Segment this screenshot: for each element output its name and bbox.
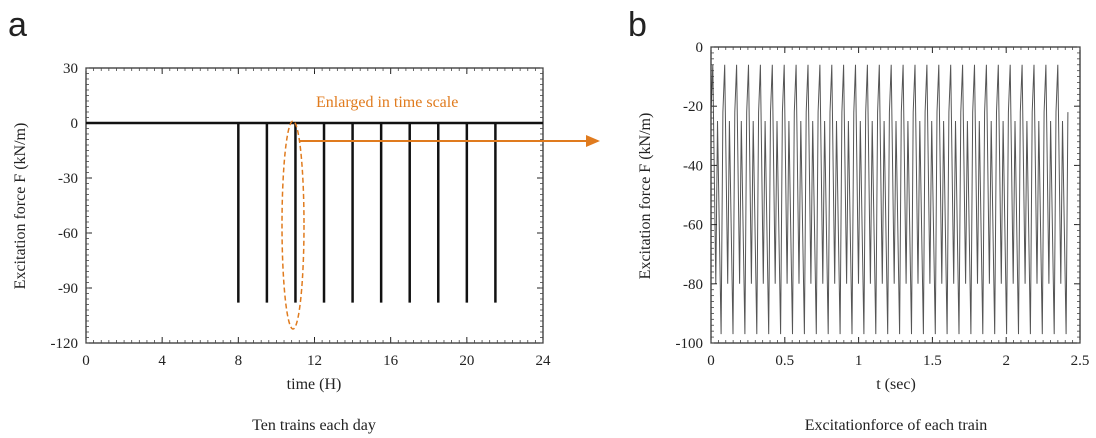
x-tick-label: 0 — [82, 353, 90, 369]
x-tick-label: 4 — [158, 353, 166, 369]
x-tick-label: 8 — [235, 353, 243, 369]
y-tick-label: -90 — [58, 281, 78, 297]
waveform-line — [711, 64, 1069, 335]
minor-ticks-b — [710, 46, 1081, 344]
y-tick-label: -120 — [51, 336, 79, 352]
y-tick-label: -20 — [683, 99, 703, 115]
x-tick-label: 2.5 — [1071, 353, 1090, 369]
x-tick-label: 2 — [1002, 353, 1010, 369]
y-tick-label: 0 — [696, 40, 704, 56]
y-tick-label: 0 — [71, 116, 79, 132]
y-tick-label: 30 — [63, 61, 78, 77]
x-tick-label: 24 — [536, 353, 552, 369]
x-tick-label: 1 — [855, 353, 863, 369]
plot-frame-a — [85, 67, 544, 344]
panel-letter-b: b — [628, 6, 647, 44]
x-tick-label: 1.5 — [923, 353, 942, 369]
y-tick-label: -40 — [683, 158, 703, 174]
y-tick-label: -60 — [58, 226, 78, 242]
y-tick-label: -30 — [58, 171, 78, 187]
y-tick-label: -60 — [683, 218, 703, 234]
panel-letter-a: a — [8, 6, 27, 44]
chart-a: 0 4 8 12 16 20 24 30 0 -30 -60 -90 -120 time (H) Exc… — [12, 61, 600, 434]
x-tick-label: 12 — [307, 353, 322, 369]
chart-b: 0 0.5 1 1.5 2 2.5 0 -20 -40 -60 -80 -100 t (sec) Ex… — [637, 40, 1089, 434]
x-tick-label: 20 — [459, 353, 474, 369]
x-tick-label: 0.5 — [775, 353, 794, 369]
y-tick-label: -100 — [676, 336, 704, 352]
caption-b: Excitationforce of each train — [805, 417, 988, 434]
y-tick-label: -80 — [683, 277, 703, 293]
tick-labels-a: 0 4 8 12 16 20 24 30 0 -30 -60 -90 -120 — [51, 61, 552, 369]
x-tick-label: 16 — [383, 353, 399, 369]
y-axis-label-b: Excitation force F (kN/m) — [637, 113, 654, 280]
x-axis-label-a: time (H) — [287, 376, 342, 393]
caption-a: Ten trains each day — [252, 417, 376, 434]
x-tick-label: 0 — [707, 353, 715, 369]
waveform-b — [711, 64, 1069, 335]
minor-ticks-a — [85, 67, 544, 344]
x-axis-label-b: t (sec) — [876, 376, 916, 393]
bars-a — [86, 121, 543, 303]
y-axis-label-a: Excitation force F (kN/m) — [12, 123, 29, 290]
annotation-text: Enlarged in time scale — [316, 94, 458, 111]
tick-labels-b: 0 0.5 1 1.5 2 2.5 0 -20 -40 -60 -80 -100 — [676, 40, 1090, 369]
zoom-ellipse — [281, 120, 305, 330]
